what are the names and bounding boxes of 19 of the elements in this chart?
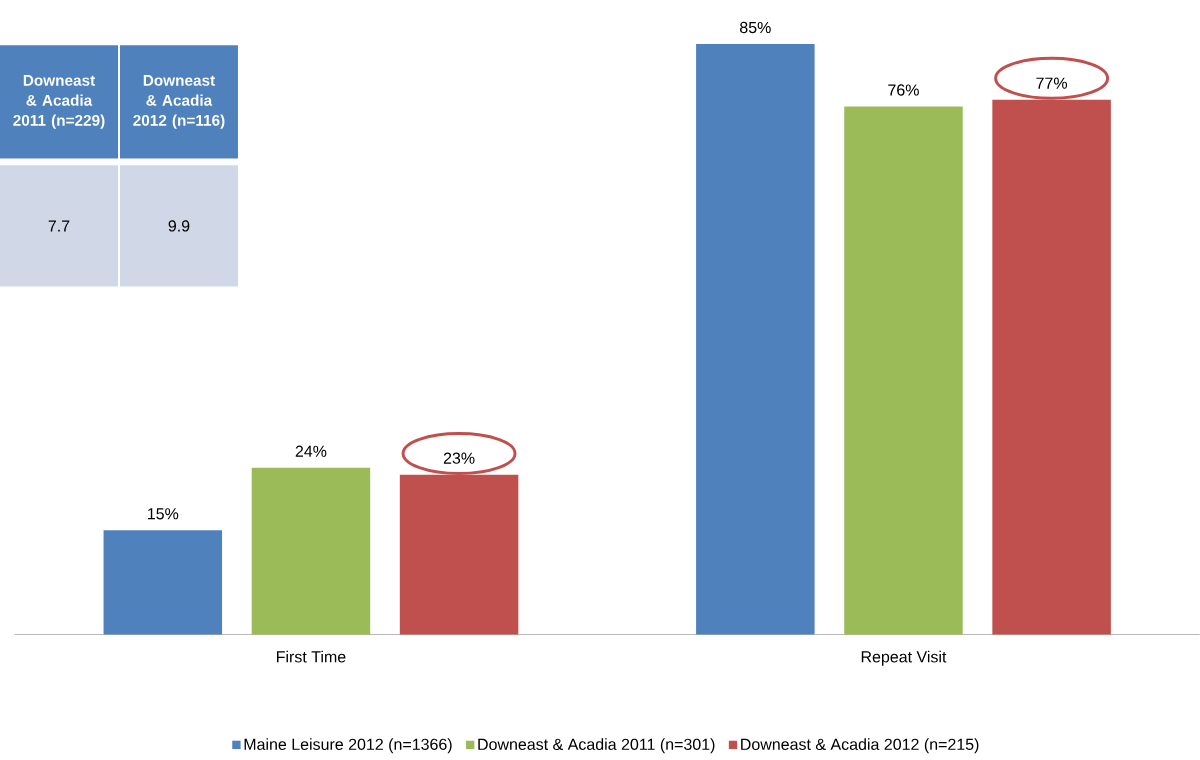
legend-label: Downeast & Acadia 2011 (n=301) [478,738,715,754]
legend-label: Downeast & Acadia 2012 (n=215) [741,738,979,754]
x-tick-label: Repeat Visit [861,650,947,666]
bar [844,106,963,635]
bar [103,530,223,635]
data-label: 15% [148,508,179,520]
x-tick-label: First Time [277,650,346,663]
data-label: 77% [1036,77,1068,89]
data-label: 85% [740,21,771,34]
annotation: Downeast & Acadia 2012 (n=116) [133,75,225,129]
legend-label: Maine Leisure 2012 (n=1366) [244,738,452,754]
annotation: 9.9 [168,220,190,232]
data-label: 76% [888,84,919,96]
bar [696,44,815,635]
annotation: Downeast & Acadia 2011 (n=229) [13,75,105,129]
bar [251,467,371,635]
data-label: 24% [295,445,327,457]
annotation: 7.7 [48,220,70,232]
data-label: 23% [443,452,475,464]
